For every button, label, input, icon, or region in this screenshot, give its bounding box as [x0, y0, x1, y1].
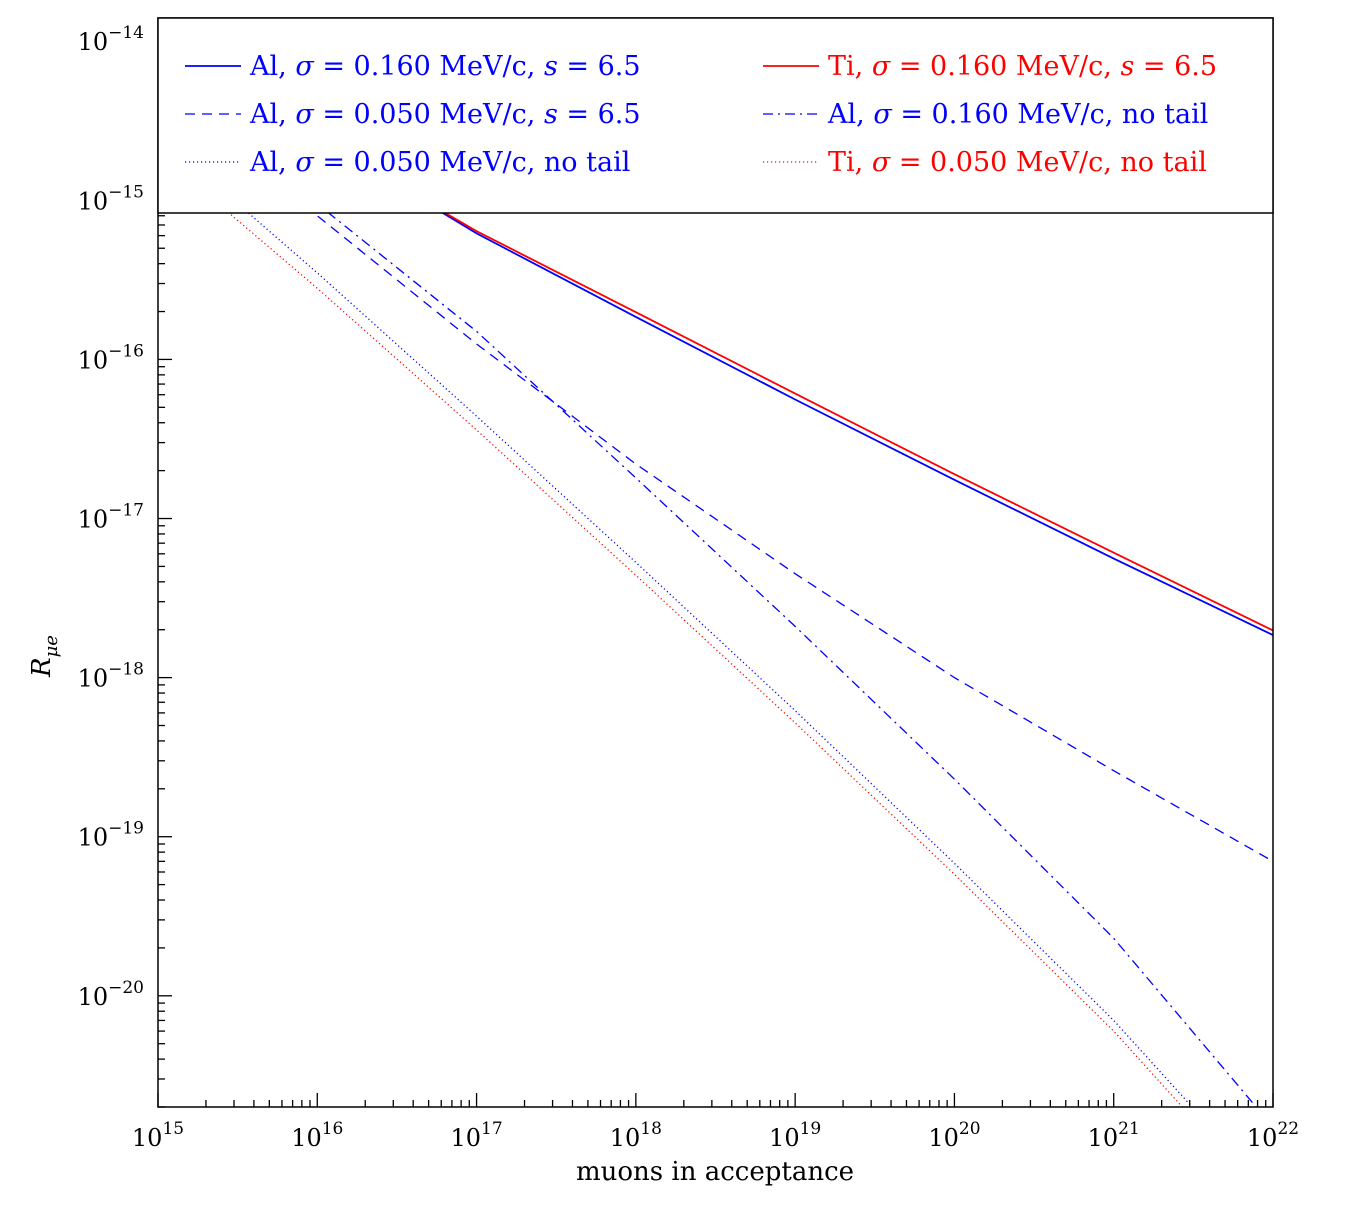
legend-entry: Al, σ = 0.050 MeV/c, no tail: [185, 147, 630, 178]
x-tick-label: 1021: [1088, 1119, 1140, 1152]
x-tick-label: 1022: [1247, 1119, 1299, 1152]
x-axis-tick-labels: 1015 1016 1017 1018 1019 1020 1021 1022: [132, 1119, 1299, 1152]
y-tick-label: 10−18: [78, 660, 144, 693]
y-tick-label: 10−17: [78, 501, 144, 534]
legend-entry: Al, σ = 0.160 MeV/c, s = 6.5: [185, 51, 641, 82]
series-line-2: [443, 213, 1273, 632]
y-axis-tick-labels: 10−14 10−15 10−16 10−17 10−18 10−19 10−20: [78, 23, 144, 1011]
legend-label: Al, σ = 0.160 MeV/c, no tail: [827, 99, 1208, 130]
legend-entry: Ti, σ = 0.050 MeV/c, no tail: [763, 147, 1207, 178]
y-tick-label: 10−19: [78, 819, 144, 852]
series-line-5: [247, 213, 1194, 1107]
series-line-6: [228, 213, 1184, 1107]
x-tick-label: 1015: [132, 1119, 184, 1152]
legend-entry: Al, σ = 0.160 MeV/c, no tail: [763, 99, 1208, 130]
legend-label: Al, σ = 0.160 MeV/c, s = 6.5: [249, 51, 641, 82]
x-tick-label: 1018: [610, 1119, 662, 1152]
legend-label: Ti, σ = 0.050 MeV/c, no tail: [828, 147, 1207, 178]
x-tick-label: 1016: [291, 1119, 343, 1152]
series-line-4: [327, 213, 1258, 1107]
y-tick-label: 10−16: [78, 341, 144, 374]
y-tick-label: 10−14: [78, 23, 144, 56]
y-tick-label: 10−20: [78, 978, 144, 1011]
y-axis-ticks: [158, 215, 172, 1108]
x-tick-label: 1019: [769, 1119, 821, 1152]
legend-entry: Ti, σ = 0.160 MeV/c, s = 6.5: [763, 51, 1217, 82]
legend-box: [157, 17, 1274, 214]
series-line-3: [312, 213, 1273, 862]
legend-label: Ti, σ = 0.160 MeV/c, s = 6.5: [828, 51, 1217, 82]
x-tick-label: 1020: [928, 1119, 980, 1152]
x-axis-ticks: [157, 1093, 1274, 1107]
legend-label: Al, σ = 0.050 MeV/c, s = 6.5: [249, 99, 641, 130]
series-layer: [228, 213, 1273, 1107]
series-line-1: [441, 213, 1273, 636]
legend: Al, σ = 0.160 MeV/c, s = 6.5 Ti, σ = 0.16…: [157, 17, 1274, 214]
x-axis-title: muons in acceptance: [576, 1157, 854, 1187]
y-axis-title: Rμe: [27, 635, 62, 678]
legend-label: Al, σ = 0.050 MeV/c, no tail: [249, 147, 630, 178]
x-tick-label: 1017: [450, 1119, 502, 1152]
legend-entry: Al, σ = 0.050 MeV/c, s = 6.5: [185, 99, 641, 130]
y-tick-label: 10−15: [78, 182, 144, 215]
